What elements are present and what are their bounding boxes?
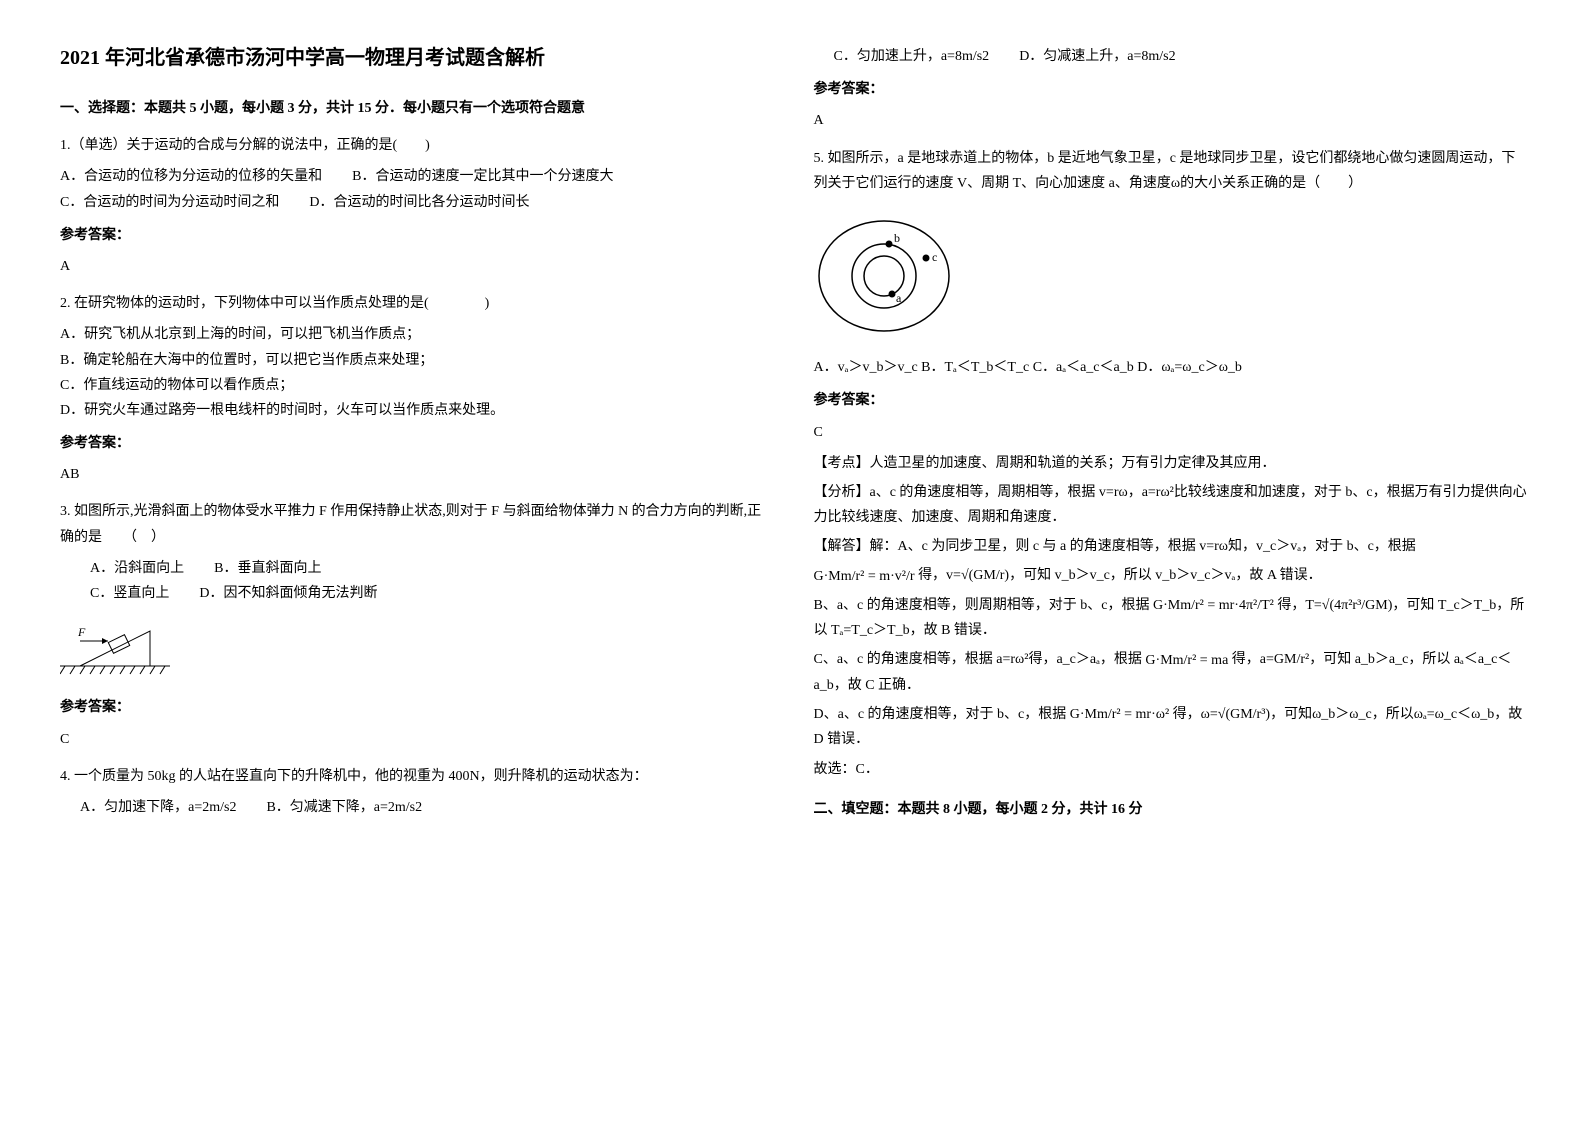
- q4-option-d: D．匀减速上升，a=8m/s2: [1019, 44, 1175, 69]
- section-2-heading: 二、填空题：本题共 8 小题，每小题 2 分，共计 16 分: [814, 797, 1528, 822]
- q1-option-c: C．合运动的时间为分运动时间之和: [60, 190, 279, 215]
- q5-line-d1: D、a、c 的角速度相等，对于 b、c，根据: [814, 707, 1067, 722]
- q1-option-a: A．合运动的位移为分运动的位移的矢量和: [60, 164, 322, 189]
- label-c: c: [932, 250, 937, 264]
- q4-option-b: B．匀减速下降，a=2m/s2: [266, 795, 422, 820]
- q1-option-b: B．合运动的速度一定比其中一个分速度大: [352, 164, 613, 189]
- question-5: 5. 如图所示，a 是地球赤道上的物体，b 是近地气象卫星，c 是地球同步卫星，…: [814, 146, 1528, 782]
- q4-text: 4. 一个质量为 50kg 的人站在竖直向下的升降机中，他的视重为 400N，则…: [60, 764, 774, 789]
- q5-option-d: D．ωₐ=ω_c＞ω_b: [1137, 360, 1242, 375]
- q4-option-c: C．匀加速上升，a=8m/s2: [834, 44, 990, 69]
- force-label: F: [77, 625, 86, 639]
- question-1: 1.（单选）关于运动的合成与分解的说法中，正确的是( ) A．合运动的位移为分运…: [60, 133, 774, 279]
- q2-answer: AB: [60, 462, 774, 487]
- q5-fenxi: 【分析】a、c 的角速度相等，周期相等，根据 v=rω，a=rω²比较线速度和加…: [814, 480, 1528, 530]
- q1-option-d: D．合运动的时间比各分运动时间长: [309, 190, 529, 215]
- label-b: b: [894, 231, 900, 245]
- incline-diagram: F: [60, 616, 774, 685]
- q5-point: 【考点】人造卫星的加速度、周期和轨道的关系；万有引力定律及其应用．: [814, 451, 1528, 476]
- q4-option-a: A．匀加速下降，a=2m/s2: [80, 795, 236, 820]
- q5-option-b: B．Tₐ＜T_b＜T_c: [921, 360, 1029, 375]
- q5-answer-label: 参考答案：: [814, 388, 1528, 413]
- q3-option-b: B．垂直斜面向上: [214, 556, 321, 581]
- q3-option-a: A．沿斜面向上: [90, 556, 184, 581]
- exam-title: 2021 年河北省承德市汤河中学高一物理月考试题含解析: [60, 40, 774, 76]
- q2-option-a: A．研究飞机从北京到上海的时间，可以把飞机当作质点；: [60, 322, 774, 347]
- q2-answer-label: 参考答案：: [60, 431, 774, 456]
- orbit-diagram: b c a: [814, 206, 1528, 345]
- q5-option-c: C．aₐ＜a_c＜a_b: [1033, 360, 1134, 375]
- q5-line-a: G·Mm/r² = m·v²/r 得，v=√(GM/r)，可知 v_b＞v_c，…: [814, 563, 1528, 588]
- question-2: 2. 在研究物体的运动时，下列物体中可以当作质点处理的是( ) A．研究飞机从北…: [60, 291, 774, 487]
- q1-answer-label: 参考答案：: [60, 223, 774, 248]
- formula-2: G·Mm/r² = mr·4π²/T²: [1153, 593, 1274, 618]
- q3-text: 3. 如图所示,光滑斜面上的物体受水平推力 F 作用保持静止状态,则对于 F 与…: [60, 499, 774, 549]
- q4-answer: A: [814, 108, 1528, 133]
- q5-text: 5. 如图所示，a 是地球赤道上的物体，b 是近地气象卫星，c 是地球同步卫星，…: [814, 146, 1528, 196]
- left-column: 2021 年河北省承德市汤河中学高一物理月考试题含解析 一、选择题：本题共 5 …: [60, 40, 774, 832]
- q4-answer-label: 参考答案：: [814, 77, 1528, 102]
- question-4: 4. 一个质量为 50kg 的人站在竖直向下的升降机中，他的视重为 400N，则…: [60, 764, 774, 820]
- q2-option-d: D．研究火车通过路旁一根电线杆的时间时，火车可以当作质点来处理。: [60, 398, 774, 423]
- q5-final: 故选：C．: [814, 757, 1528, 782]
- question-3: 3. 如图所示,光滑斜面上的物体受水平推力 F 作用保持静止状态,则对于 F 与…: [60, 499, 774, 751]
- label-a: a: [896, 291, 902, 305]
- section-1-heading: 一、选择题：本题共 5 小题，每小题 3 分，共计 15 分．每小题只有一个选项…: [60, 96, 774, 121]
- q2-option-b: B．确定轮船在大海中的位置时，可以把它当作质点来处理；: [60, 348, 774, 373]
- q5-jiedai: 【解答】解：A、c 为同步卫星，则 c 与 a 的角速度相等，根据 v=rω知，…: [814, 534, 1528, 559]
- formula-1: G·Mm/r² = m·v²/r: [814, 564, 915, 589]
- formula-4: G·Mm/r² = mr·ω²: [1070, 702, 1169, 727]
- q5-line-b1: B、a、c 的角速度相等，则周期相等，对于 b、c，根据: [814, 598, 1150, 613]
- q1-answer: A: [60, 254, 774, 279]
- q3-answer: C: [60, 727, 774, 752]
- q5-line-a-text: 得，v=√(GM/r)，可知 v_b＞v_c，所以 v_b＞v_c＞vₐ，故 A…: [918, 568, 1322, 583]
- q3-option-d: D．因不知斜面倾角无法判断: [199, 581, 377, 606]
- q5-line-b: B、a、c 的角速度相等，则周期相等，对于 b、c，根据 G·Mm/r² = m…: [814, 593, 1528, 644]
- q1-text: 1.（单选）关于运动的合成与分解的说法中，正确的是( ): [60, 133, 774, 158]
- q3-answer-label: 参考答案：: [60, 695, 774, 720]
- q5-option-a: A．vₐ＞v_b＞v_c: [814, 360, 918, 375]
- formula-3: G·Mm/r² = ma: [1145, 648, 1228, 673]
- q5-answer: C: [814, 420, 1528, 445]
- q5-line-c1: C、a、c 的角速度相等，根据 a=rω²得，a_c＞aₐ，根据: [814, 652, 1142, 667]
- q2-text: 2. 在研究物体的运动时，下列物体中可以当作质点处理的是( ): [60, 291, 774, 316]
- q5-line-c: C、a、c 的角速度相等，根据 a=rω²得，a_c＞aₐ，根据 G·Mm/r²…: [814, 647, 1528, 698]
- q5-line-d: D、a、c 的角速度相等，对于 b、c，根据 G·Mm/r² = mr·ω² 得…: [814, 702, 1528, 753]
- q2-option-c: C．作直线运动的物体可以看作质点；: [60, 373, 774, 398]
- q3-option-c: C．竖直向上: [90, 581, 169, 606]
- right-column: C．匀加速上升，a=8m/s2 D．匀减速上升，a=8m/s2 参考答案： A …: [814, 40, 1528, 832]
